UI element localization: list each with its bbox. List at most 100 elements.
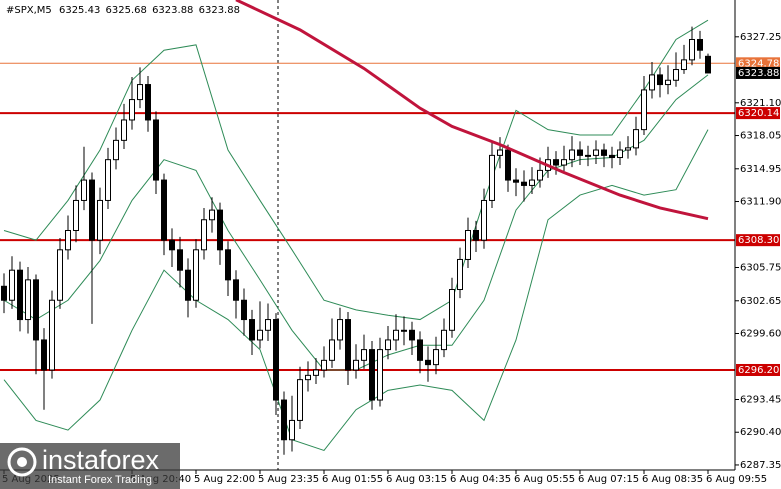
- x-tick-label: 6 Aug 04:35: [450, 474, 511, 485]
- candle-body: [145, 84, 151, 121]
- candle-body: [657, 74, 663, 86]
- candle-body: [121, 119, 127, 141]
- candle-body: [129, 99, 135, 121]
- header-open: 6325.43: [59, 5, 100, 16]
- candle-body: [153, 119, 159, 181]
- y-tick-label: 6314.95: [740, 164, 781, 175]
- candle-body: [33, 279, 39, 341]
- candle-body: [193, 249, 199, 301]
- candle-body: [105, 159, 111, 201]
- candle-body: [321, 359, 327, 371]
- header-close: 6323.88: [199, 5, 240, 16]
- candle-body: [65, 229, 71, 251]
- candle-body: [617, 149, 623, 159]
- candle-body: [665, 79, 671, 86]
- candle-body: [209, 209, 215, 221]
- candle-body: [673, 69, 679, 81]
- candle-body: [73, 199, 79, 231]
- candle-body: [9, 269, 15, 301]
- y-tick-label: 6287.35: [740, 460, 781, 471]
- watermark-icon: [7, 447, 37, 477]
- candle-body: [553, 159, 559, 166]
- candle-body: [649, 74, 655, 91]
- candle-body: [369, 349, 375, 401]
- y-tick-label: 6299.60: [740, 329, 781, 340]
- candle-body: [137, 84, 143, 101]
- candle-body: [225, 249, 231, 281]
- candle-body: [241, 299, 247, 321]
- candle-body: [313, 369, 319, 376]
- candle-body: [17, 269, 23, 321]
- candle-body: [609, 154, 615, 159]
- level-label-box: [736, 107, 780, 120]
- x-tick-label: 6 Aug 07:15: [578, 474, 639, 485]
- candle-body: [97, 199, 103, 241]
- candle-body: [25, 279, 31, 321]
- candle-body: [217, 209, 223, 251]
- candle-body: [265, 319, 271, 331]
- x-tick-label: 5 Aug 23:35: [258, 474, 319, 485]
- candle-body: [569, 149, 575, 161]
- header-low: 6323.88: [152, 5, 193, 16]
- candle-body: [337, 319, 343, 341]
- y-tick-label: 6318.05: [740, 131, 781, 142]
- watermark-icon: [17, 457, 27, 467]
- last-price-label-box: [736, 66, 780, 79]
- candle-body: [697, 38, 703, 51]
- level-label-box: [736, 363, 780, 376]
- candle-body: [305, 374, 311, 381]
- watermark: instaforex Instant Forex Trading: [0, 443, 180, 489]
- candle-body: [201, 219, 207, 251]
- candle-body: [49, 299, 55, 371]
- y-tick-label: 6305.75: [740, 263, 781, 274]
- candle-body: [113, 139, 119, 161]
- candle-body: [297, 379, 303, 421]
- candle-body: [273, 319, 279, 401]
- candle-body: [385, 339, 391, 351]
- last-price-label: 6323.88: [738, 68, 779, 79]
- candle-body: [481, 199, 487, 241]
- candle-body: [489, 154, 495, 201]
- candle-body: [425, 359, 431, 366]
- watermark-brand: instaforex: [42, 445, 160, 475]
- candle-body: [681, 59, 687, 71]
- y-tick-label: 6311.90: [740, 197, 781, 208]
- bollinger-upper: [3, 19, 709, 321]
- watermark-tagline: Instant Forex Trading: [48, 474, 152, 486]
- candle-body: [177, 249, 183, 271]
- candle-body: [585, 154, 591, 157]
- candle-body: [169, 239, 175, 251]
- y-tick-label: 6290.40: [740, 427, 781, 438]
- candle-body: [633, 129, 639, 149]
- candle-body: [449, 289, 455, 331]
- x-tick-label: 6 Aug 09:55: [706, 474, 767, 485]
- candle-body: [249, 319, 255, 341]
- x-tick-label: 6 Aug 03:15: [386, 474, 447, 485]
- candle-body: [601, 149, 607, 156]
- x-tick-label: 6 Aug 08:35: [642, 474, 703, 485]
- candle-body: [497, 149, 503, 156]
- candle-body: [393, 329, 399, 341]
- candle-body: [1, 285, 7, 301]
- candle-body: [473, 229, 479, 241]
- candle-body: [441, 329, 447, 351]
- candle-body: [457, 258, 463, 291]
- candle-body: [561, 159, 567, 166]
- level-label: 6320.14: [738, 108, 779, 119]
- candle-body: [417, 339, 423, 361]
- level-label-box: [736, 234, 780, 247]
- candle-body: [89, 179, 95, 241]
- candle-body: [281, 399, 287, 441]
- axes: 6327.25 6321.10 6318.05 6314.95 6311.90 6305.…: [2, 32, 781, 485]
- candle-body: [361, 349, 367, 361]
- candle-body: [257, 329, 263, 341]
- candle-body: [513, 179, 519, 183]
- candle-body: [57, 249, 63, 301]
- candle-body: [329, 339, 335, 361]
- candle-body: [465, 229, 471, 260]
- plot-area: [0, 0, 735, 470]
- candle-body: [529, 179, 535, 186]
- candle-body: [577, 149, 583, 156]
